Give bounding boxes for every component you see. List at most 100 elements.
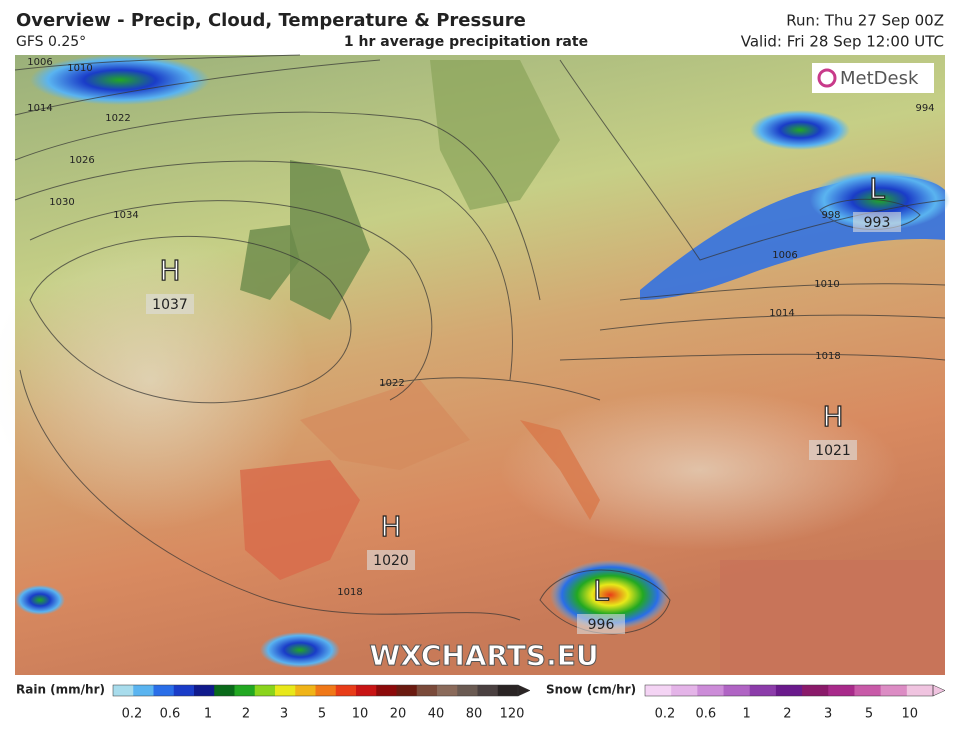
center-type: L xyxy=(869,172,885,205)
snow-bar-frame xyxy=(644,684,934,697)
rain-swatch xyxy=(275,685,296,696)
rain-arrow xyxy=(517,684,531,697)
snow-tick-label: 3 xyxy=(824,707,832,722)
center-value: 1021 xyxy=(815,443,851,459)
isobar-label: 994 xyxy=(915,103,934,114)
rain-swatch xyxy=(376,685,397,696)
rain-cell xyxy=(15,585,65,615)
rain-swatch xyxy=(356,685,377,696)
watermark: WXCHARTS.EU xyxy=(369,639,598,672)
center-type: H xyxy=(822,400,843,433)
rain-cell xyxy=(260,632,340,668)
rain-cell xyxy=(750,110,850,150)
center-value-box xyxy=(367,550,415,570)
land xyxy=(240,460,360,580)
snow-swatch xyxy=(671,685,698,696)
isobars xyxy=(14,54,946,635)
snow-swatch xyxy=(828,685,855,696)
center-value-box xyxy=(853,212,901,232)
pressure-centers: H 1037 L 993 H 1021 H 1020 L 996 xyxy=(146,171,901,634)
isobar-label: 1018 xyxy=(337,587,362,598)
isobar-label: 1018 xyxy=(815,351,840,362)
snow-tick-label: 0.6 xyxy=(695,707,716,722)
rain-swatch xyxy=(477,685,499,696)
snow-swatch xyxy=(645,685,672,696)
snow-swatch xyxy=(749,685,777,696)
land xyxy=(720,560,945,675)
snow-tick-label: 0.2 xyxy=(655,707,676,722)
rain-bar-frame xyxy=(112,684,519,697)
model: GFS 0.25° xyxy=(16,34,86,50)
isobar-label: 1022 xyxy=(105,113,130,124)
land xyxy=(300,380,470,470)
snow-tick-label: 10 xyxy=(902,707,919,722)
isobar-label: 1034 xyxy=(113,210,138,221)
rain-tick-label: 5 xyxy=(318,707,326,722)
cloud xyxy=(0,230,310,530)
center-type: H xyxy=(159,254,180,287)
center-value: 993 xyxy=(864,215,891,231)
center-value: 1020 xyxy=(373,553,409,569)
valid-time: Valid: Fri 28 Sep 12:00 UTC xyxy=(741,33,944,51)
center-value: 1037 xyxy=(152,297,188,313)
land xyxy=(520,420,600,520)
rain-swatch xyxy=(335,685,357,696)
run-time: Run: Thu 27 Sep 00Z xyxy=(786,12,944,30)
snow-swatch xyxy=(697,685,725,696)
snow-swatch xyxy=(802,685,829,696)
rain-tick-label: 0.2 xyxy=(122,707,143,722)
rain-swatch xyxy=(113,685,134,696)
isobar-label: 1014 xyxy=(769,308,794,319)
isobar-label: 1022 xyxy=(379,378,404,389)
rain-tick-label: 120 xyxy=(500,707,525,722)
snow-swatch xyxy=(723,685,751,696)
snow-tick-label: 2 xyxy=(783,707,791,722)
snow-swatch xyxy=(906,685,934,696)
snow-swatch xyxy=(775,685,803,696)
isobar-label: 1010 xyxy=(67,63,92,74)
logo-text: MetDesk xyxy=(840,68,919,89)
rain-tick-label: 0.6 xyxy=(160,707,181,722)
rain-cell xyxy=(30,55,210,105)
isobar-label: 1014 xyxy=(27,103,52,114)
title: Overview - Precip, Cloud, Temperature & … xyxy=(16,10,526,31)
rain-swatch xyxy=(416,685,438,696)
center-value-box xyxy=(146,294,194,314)
isobar-label: 1006 xyxy=(27,57,52,68)
rain-swatch xyxy=(315,685,337,696)
rain-tick-label: 1 xyxy=(204,707,212,722)
rain-swatch xyxy=(437,685,458,696)
rain-tick-label: 2 xyxy=(242,707,250,722)
isobar-label: 1030 xyxy=(49,197,74,208)
subtitle: 1 hr average precipitation rate xyxy=(344,34,588,50)
isobar-label: 1026 xyxy=(69,155,94,166)
center-value-box xyxy=(577,614,625,634)
rain-tick-label: 10 xyxy=(352,707,369,722)
center-type: H xyxy=(380,510,401,543)
rain-swatch xyxy=(497,685,519,696)
cloud xyxy=(500,390,900,550)
rain-tick-label: 80 xyxy=(466,707,483,722)
rain-swatch xyxy=(254,685,276,696)
legend: Rain (mm/hr) Snow (cm/hr) 0.2 0.6 1 2 3 5 10 20… xyxy=(16,683,946,722)
isobar-label: 1006 xyxy=(772,250,797,261)
rain-swatch xyxy=(173,685,195,696)
rain-swatch xyxy=(194,685,215,696)
land xyxy=(430,60,560,210)
snow-swatch xyxy=(880,685,908,696)
logo: MetDesk xyxy=(812,63,934,93)
center-type: L xyxy=(593,574,609,607)
center-value-box xyxy=(809,440,857,460)
rain-tick-label: 3 xyxy=(280,707,288,722)
rain-swatch xyxy=(214,685,235,696)
snow-tick-label: 1 xyxy=(742,707,750,722)
snow-arrow xyxy=(932,684,946,697)
isobar-labels: 1006 1010 1014 1022 1026 1030 1034 994 998 1006 10… xyxy=(27,57,934,598)
rain-legend-label: Rain (mm/hr) xyxy=(16,683,105,697)
snow-legend-label: Snow (cm/hr) xyxy=(546,683,636,697)
rain-swatch xyxy=(133,685,154,696)
rain-swatch xyxy=(457,685,478,696)
snow-tick-label: 5 xyxy=(865,707,873,722)
rain-tick-label: 20 xyxy=(390,707,407,722)
